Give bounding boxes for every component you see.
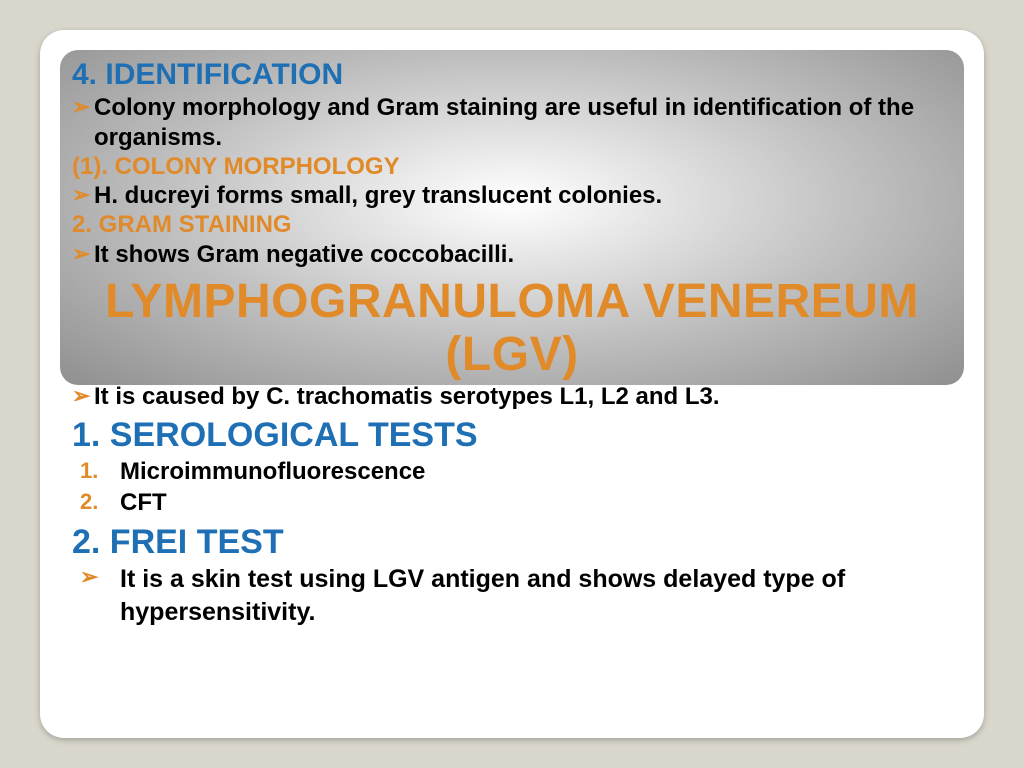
list-text: CFT bbox=[120, 487, 952, 518]
main-title: LYMPHOGRANULOMA VENEREUM (LGV) bbox=[72, 276, 952, 382]
chevron-right-icon: ➢ bbox=[72, 93, 94, 153]
body-text: It is caused by C. trachomatis serotypes… bbox=[94, 382, 952, 412]
body-text: It shows Gram negative coccobacilli. bbox=[94, 240, 952, 270]
list-text: Microimmunofluorescence bbox=[120, 456, 952, 487]
numbered-item: 1. Microimmunofluorescence bbox=[72, 456, 952, 487]
list-number: 2. bbox=[72, 487, 120, 518]
chevron-right-icon: ➢ bbox=[72, 382, 94, 412]
test-heading: 1. SEROLOGICAL TESTS bbox=[72, 414, 952, 457]
chevron-right-icon: ➢ bbox=[72, 240, 94, 270]
bullet-item: ➢ It is caused by C. trachomatis serotyp… bbox=[72, 382, 952, 412]
bullet-item: ➢ H. ducreyi forms small, grey transluce… bbox=[72, 181, 952, 211]
test-heading: 2. FREI TEST bbox=[72, 521, 952, 564]
body-text: H. ducreyi forms small, grey translucent… bbox=[94, 181, 952, 211]
section-heading: 4. IDENTIFICATION bbox=[72, 58, 952, 93]
bullet-item: ➢ It shows Gram negative coccobacilli. bbox=[72, 240, 952, 270]
bullet-item: ➢ It is a skin test using LGV antigen an… bbox=[72, 563, 952, 628]
numbered-item: 2. CFT bbox=[72, 487, 952, 518]
chevron-right-icon: ➢ bbox=[72, 181, 94, 211]
subheading: 2. GRAM STAINING bbox=[72, 211, 952, 240]
bullet-item: ➢ Colony morphology and Gram staining ar… bbox=[72, 93, 952, 153]
slide-card: 4. IDENTIFICATION ➢ Colony morphology an… bbox=[40, 30, 984, 738]
subheading: (1). COLONY MORPHOLOGY bbox=[72, 153, 952, 182]
slide-content: 4. IDENTIFICATION ➢ Colony morphology an… bbox=[72, 58, 952, 628]
body-text: It is a skin test using LGV antigen and … bbox=[120, 563, 952, 628]
body-text: Colony morphology and Gram staining are … bbox=[94, 93, 952, 153]
chevron-right-icon: ➢ bbox=[72, 563, 120, 628]
list-number: 1. bbox=[72, 456, 120, 487]
